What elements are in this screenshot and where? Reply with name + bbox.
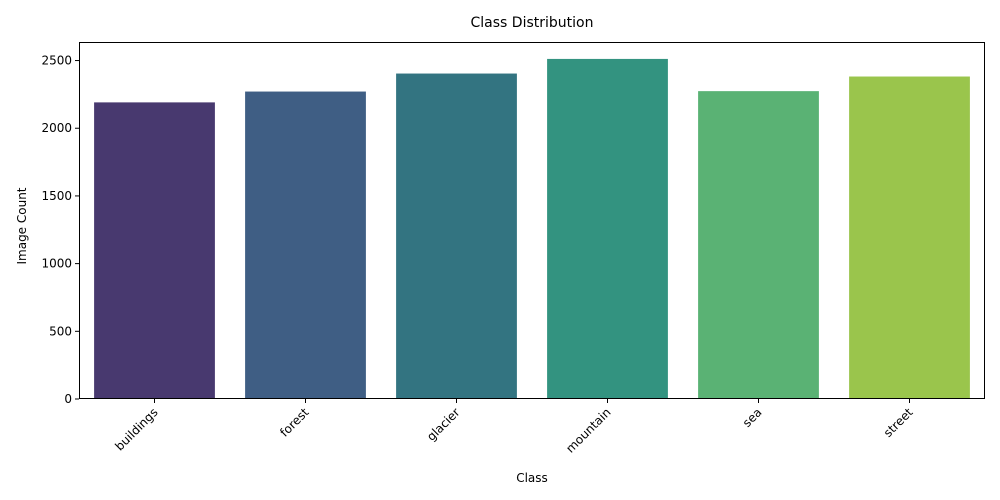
bars-group <box>94 58 970 400</box>
x-axis-title: Class <box>516 471 548 485</box>
x-tick-label: forest <box>277 405 312 440</box>
plot-area-frame <box>79 42 985 399</box>
x-tick-label: street <box>881 405 916 440</box>
y-axis-ticks: 0 500 1000 1500 2000 2500 <box>41 54 79 406</box>
bar-forest <box>245 91 366 399</box>
y-tick-label: 1500 <box>41 189 72 203</box>
x-tick-label: sea <box>740 405 765 430</box>
x-tick-label: buildings <box>112 405 160 453</box>
bar-buildings <box>94 102 215 399</box>
y-tick-label: 0 <box>64 392 72 406</box>
bar-street <box>849 76 970 399</box>
bar-sea <box>698 91 819 399</box>
bar-glacier <box>396 73 517 400</box>
x-tick-label: mountain <box>563 405 613 455</box>
y-tick-label: 1000 <box>41 257 72 271</box>
bar-mountain <box>547 58 668 399</box>
y-tick-label: 2500 <box>41 54 72 68</box>
x-tick-label: glacier <box>424 405 463 444</box>
y-axis-title: Image Count <box>15 187 29 264</box>
y-tick-label: 500 <box>49 324 72 338</box>
chart-title: Class Distribution <box>471 15 594 31</box>
x-axis-ticks: buildings forest glacier mountain sea street <box>112 399 916 456</box>
y-tick-label: 2000 <box>41 121 72 135</box>
